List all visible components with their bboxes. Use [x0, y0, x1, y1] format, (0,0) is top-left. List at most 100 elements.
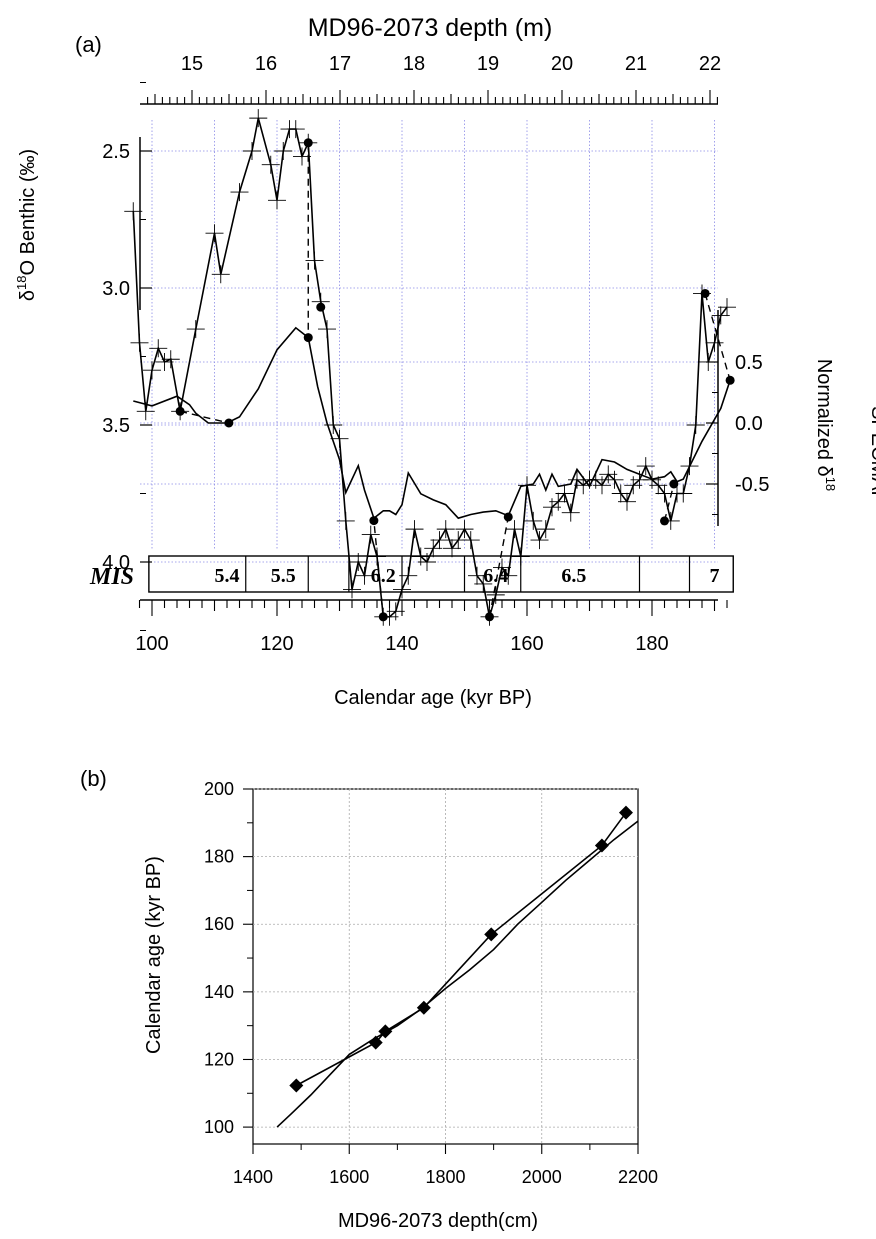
- benthic-point: [136, 402, 155, 421]
- bottom-axis-tick-label: 100: [135, 633, 168, 655]
- panel-b-label: (b): [80, 766, 107, 791]
- benthic-point: [311, 292, 330, 311]
- left-axis-tick-label: 3.5: [102, 415, 130, 437]
- right-axis-tick-label: 0.5: [735, 352, 763, 374]
- top-depth-axis: 15 16 17 18 19 20 21 22: [140, 53, 721, 105]
- diamond-marker: [484, 927, 499, 942]
- benthic-point: [318, 320, 336, 339]
- benthic-point: [361, 525, 380, 544]
- top-axis-tick-label: 19: [477, 53, 499, 75]
- tie-lines: [175, 138, 735, 622]
- fit-curve: [276, 820, 639, 1128]
- mis-label: MIS: [89, 564, 134, 590]
- specmap-series: [133, 326, 731, 520]
- bottom-axis-tick-label: 160: [510, 633, 543, 655]
- left-label-rest: O Benthic (‰): [17, 149, 39, 276]
- benthic-point: [261, 155, 280, 174]
- bottom-age-axis: 100 120 140 160 180: [135, 599, 728, 655]
- tie-point-specmap: [669, 479, 679, 489]
- benthic-point: [243, 142, 261, 160]
- benthic-line: [132, 117, 728, 618]
- benthic-point: [330, 429, 349, 448]
- mis-box: [148, 555, 734, 593]
- y-axis-tick-label: 100: [204, 1117, 234, 1137]
- benthic-point: [455, 520, 474, 539]
- tie-point-markers: [289, 805, 633, 1093]
- diamond-marker: [378, 1024, 393, 1039]
- top-axis-tick-label: 15: [181, 53, 203, 75]
- top-axis-tick-label: 21: [625, 53, 647, 75]
- benthic-point: [699, 352, 718, 371]
- benthic-point: [274, 142, 293, 160]
- benthic-point: [305, 251, 324, 270]
- mis-stage-label: 5.5: [271, 565, 296, 587]
- benthic-point: [605, 470, 624, 489]
- benthic-point: [474, 574, 493, 593]
- right-axis-label-line1: SPECMAP: [867, 406, 876, 504]
- right-axis-label-line2: Normalized δ18: [813, 359, 838, 491]
- right-axis-tick-label: -0.5: [735, 474, 769, 496]
- bottom-axis-tick-label: 180: [635, 633, 668, 655]
- top-axis-tick-label: 16: [255, 53, 277, 75]
- bottom-axis-tick-label: 120: [260, 633, 293, 655]
- left-axis-tick-label: 3.0: [102, 278, 130, 300]
- benthic-point: [130, 333, 149, 352]
- fit-line: [276, 820, 639, 1128]
- panel-b-axes: 1400 1600 1800 2000 2200 100 120 140 160 180 200: [204, 779, 658, 1187]
- benthic-point: [124, 202, 143, 221]
- bottom-axis-tick-label: 140: [385, 633, 418, 655]
- left-axis-tick-label: 4.0: [102, 552, 130, 574]
- diamond-marker: [618, 805, 633, 820]
- mis-stage-label: 6.2: [371, 565, 396, 587]
- benthic-point: [530, 531, 549, 550]
- benthic-point: [524, 511, 543, 530]
- panel-a-grid: [140, 120, 718, 563]
- benthic-point: [461, 531, 480, 550]
- panel-b-xlabel: MD96-2073 depth(cm): [338, 1210, 538, 1232]
- x-axis-tick-label: 1800: [425, 1167, 465, 1187]
- tie-point-specmap: [369, 516, 379, 526]
- panel-b-grid: [253, 788, 638, 1144]
- benthic-point: [249, 109, 268, 128]
- left-label-delta: δ: [17, 290, 39, 301]
- mis-stage-label: 6.5: [561, 565, 586, 587]
- right-label-pre: Normalized δ: [813, 359, 835, 477]
- benthic-point: [186, 320, 205, 339]
- left-benthic-axis: 2.5 3.0 3.5 4.0: [102, 82, 152, 631]
- benthic-point: [686, 416, 705, 434]
- bottom-axis-title: Calendar age (kyr BP): [334, 687, 532, 709]
- y-axis-tick-label: 160: [204, 914, 234, 934]
- top-axis-tick-label: 20: [551, 53, 573, 75]
- benthic-point: [161, 350, 180, 369]
- panel-a: (a) MD96-2073 depth (m) 15 16 17 18 19 20 21 22…: [14, 14, 876, 709]
- top-axis-title: MD96-2073 depth (m): [308, 14, 553, 42]
- benthic-point: [661, 511, 680, 530]
- benthic-point: [230, 183, 249, 202]
- x-axis-tick-label: 2200: [618, 1167, 658, 1187]
- tie-line: [704, 293, 731, 381]
- benthic-point: [355, 566, 374, 585]
- left-label-sup: 18: [14, 276, 29, 290]
- benthic-point: [430, 531, 449, 550]
- y-axis-tick-label: 180: [204, 847, 234, 867]
- panel-a-label: (a): [75, 32, 102, 57]
- tie-line: [179, 410, 230, 424]
- right-axis-tick-label: 0.0: [735, 413, 763, 435]
- diamond-marker: [368, 1035, 383, 1050]
- panel-b-ylabel: Calendar age (kyr BP): [143, 856, 165, 1054]
- top-axis-tick-label: 22: [699, 53, 721, 75]
- x-axis-tick-label: 2000: [522, 1167, 562, 1187]
- benthic-point: [561, 503, 580, 522]
- benthic-point: [343, 580, 361, 599]
- top-axis-tick-label: 17: [329, 53, 351, 75]
- benthic-point: [536, 520, 555, 539]
- benthic-series: [124, 109, 736, 626]
- mis-stage-label: 6.4: [483, 565, 508, 587]
- benthic-point: [499, 566, 518, 585]
- mis-bar: MIS 5.4 5.5 6.2 6.4 6.5 7: [89, 555, 734, 593]
- benthic-point: [336, 511, 355, 530]
- y-axis-tick-label: 120: [204, 1049, 234, 1069]
- right-label-sup: 18: [823, 477, 838, 491]
- benthic-point: [705, 333, 724, 352]
- diamond-marker: [289, 1078, 304, 1093]
